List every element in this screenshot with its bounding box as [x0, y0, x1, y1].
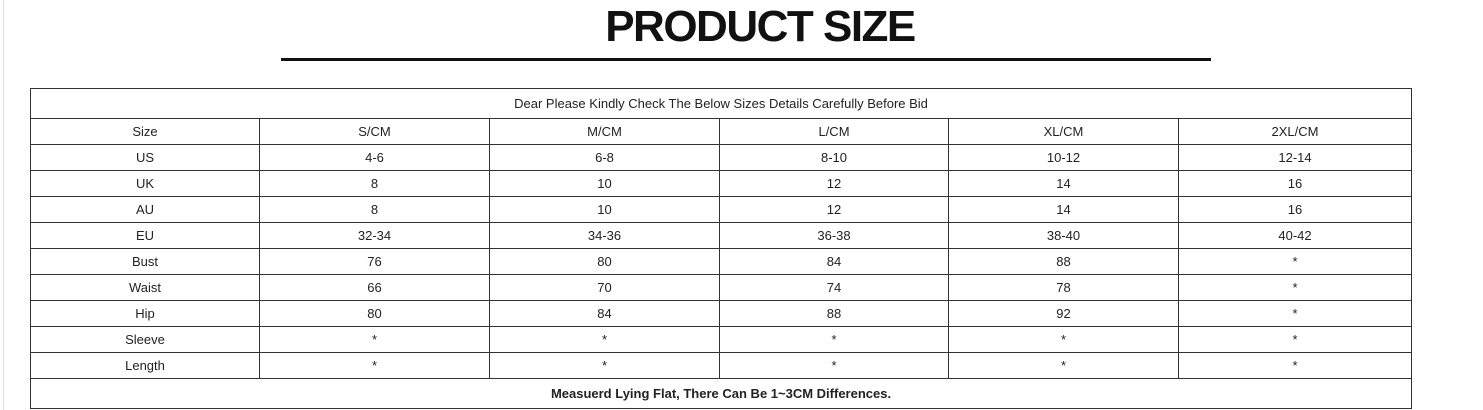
cell: * — [489, 352, 720, 379]
row-label: AU — [30, 196, 260, 223]
column-header: XL/CM — [948, 118, 1179, 145]
cell: 10-12 — [948, 144, 1179, 171]
title: PRODUCT SIZE — [605, 2, 916, 51]
cell: 14 — [948, 196, 1179, 223]
cell: 16 — [1177, 170, 1413, 197]
cell: * — [259, 326, 490, 353]
cell: * — [719, 326, 949, 353]
cell: 84 — [489, 300, 720, 327]
cell: 12 — [719, 196, 949, 223]
cell: 14 — [948, 170, 1179, 197]
cell: 84 — [719, 248, 949, 275]
cell: * — [1177, 352, 1413, 379]
cell: 80 — [259, 300, 490, 327]
cell: 74 — [719, 274, 949, 301]
table-row: Hip 80 84 88 92 * — [30, 300, 1413, 327]
table-row: Bust 76 80 84 88 * — [30, 248, 1413, 275]
cell: 8-10 — [719, 144, 949, 171]
cell: 12 — [719, 170, 949, 197]
title-underline — [281, 58, 1211, 61]
header-row: Size S/CM M/CM L/CM XL/CM 2XL/CM — [30, 118, 1413, 145]
table-row: UK 8 10 12 14 16 — [30, 170, 1413, 197]
cell: * — [719, 352, 949, 379]
cell: 80 — [489, 248, 720, 275]
cell: 66 — [259, 274, 490, 301]
cell: * — [948, 352, 1179, 379]
cell: * — [1177, 248, 1413, 275]
table-row: Length * * * * * — [30, 352, 1413, 379]
row-label: Sleeve — [30, 326, 260, 353]
cell: 8 — [259, 170, 490, 197]
table-body: Dear Please Kindly Check The Below Sizes… — [29, 88, 1413, 409]
cell: 10 — [489, 196, 720, 223]
cell: 70 — [489, 274, 720, 301]
cell: 6-8 — [489, 144, 720, 171]
cell: 34-36 — [489, 222, 720, 249]
table-row: AU 8 10 12 14 16 — [30, 196, 1413, 223]
cell: 4-6 — [259, 144, 490, 171]
cell: * — [948, 326, 1179, 353]
caption: Dear Please Kindly Check The Below Sizes… — [29, 88, 1413, 119]
cell: 32-34 — [259, 222, 490, 249]
cell: 76 — [259, 248, 490, 275]
cell: 16 — [1177, 196, 1413, 223]
table-row: Waist 66 70 74 78 * — [30, 274, 1413, 301]
cell: * — [259, 352, 490, 379]
column-header: 2XL/CM — [1177, 118, 1413, 145]
footer-note: Measuerd Lying Flat, There Can Be 1~3CM … — [29, 378, 1413, 409]
size-table: Dear Please Kindly Check The Below Sizes… — [29, 88, 1413, 409]
table-row: Sleeve * * * * * — [30, 326, 1413, 353]
row-label: US — [30, 144, 260, 171]
column-header: L/CM — [719, 118, 949, 145]
table-row: EU 32-34 34-36 36-38 38-40 40-42 — [30, 222, 1413, 249]
row-label: Waist — [30, 274, 260, 301]
cell: 36-38 — [719, 222, 949, 249]
cell: 12-14 — [1177, 144, 1413, 171]
caption-row: Dear Please Kindly Check The Below Sizes… — [29, 88, 1413, 119]
column-header: Size — [30, 118, 260, 145]
column-header: M/CM — [489, 118, 720, 145]
row-label: EU — [30, 222, 260, 249]
footer-row: Measuerd Lying Flat, There Can Be 1~3CM … — [29, 378, 1413, 409]
cell: 78 — [948, 274, 1179, 301]
cell: 92 — [948, 300, 1179, 327]
cell: * — [1177, 300, 1413, 327]
cell: * — [489, 326, 720, 353]
cell: 10 — [489, 170, 720, 197]
row-label: UK — [30, 170, 260, 197]
cell: 88 — [719, 300, 949, 327]
row-label: Bust — [30, 248, 260, 275]
cell: 88 — [948, 248, 1179, 275]
cell: * — [1177, 326, 1413, 353]
row-label: Length — [30, 352, 260, 379]
cell: 40-42 — [1177, 222, 1413, 249]
table-row: US 4-6 6-8 8-10 10-12 12-14 — [30, 144, 1413, 171]
row-label: Hip — [30, 300, 260, 327]
column-header: S/CM — [259, 118, 490, 145]
cell: * — [1177, 274, 1413, 301]
cell: 38-40 — [948, 222, 1179, 249]
cell: 8 — [259, 196, 490, 223]
edge-line — [3, 0, 4, 410]
